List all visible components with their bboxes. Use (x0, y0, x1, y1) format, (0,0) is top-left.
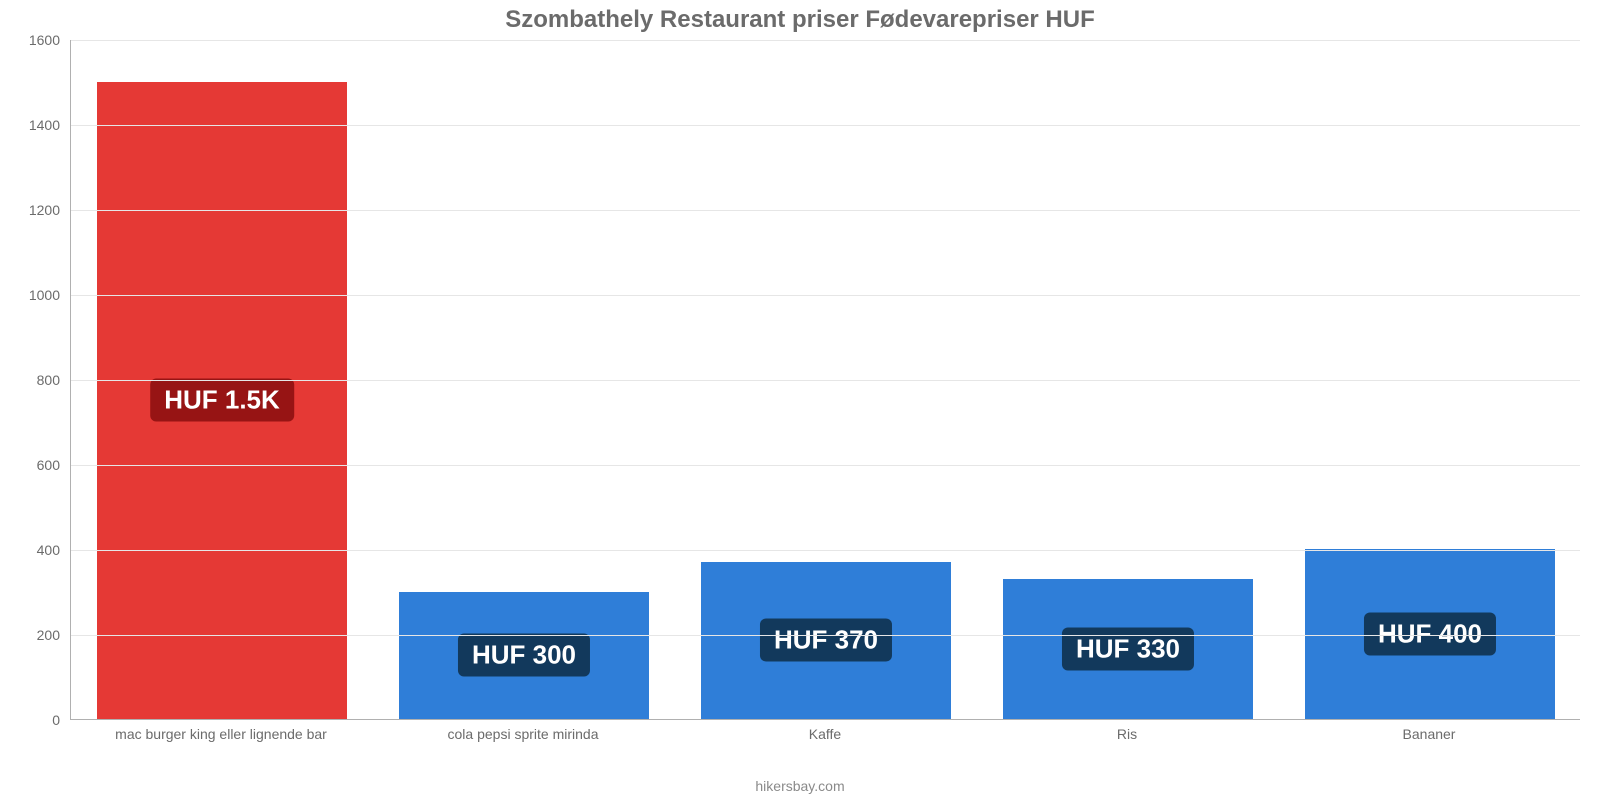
x-tick-label: cola pepsi sprite mirinda (448, 726, 599, 742)
x-tick-label: Ris (1117, 726, 1137, 742)
bar-value-label: HUF 400 (1364, 613, 1496, 656)
y-tick-label: 1600 (5, 32, 60, 48)
bar: HUF 300 (399, 592, 650, 720)
bar-value-label: HUF 330 (1062, 627, 1194, 670)
y-tick-label: 400 (5, 542, 60, 558)
bar: HUF 330 (1003, 579, 1254, 719)
y-tick-label: 200 (5, 627, 60, 643)
y-tick-label: 600 (5, 457, 60, 473)
grid-line (71, 125, 1580, 126)
grid-line (71, 465, 1580, 466)
plot-area: HUF 1.5K HUF 300 HUF 370 HUF 330 HUF 400 (70, 40, 1580, 720)
x-tick-label: Kaffe (809, 726, 841, 742)
grid-line (71, 550, 1580, 551)
bar-value-label: HUF 300 (458, 634, 590, 677)
grid-line (71, 295, 1580, 296)
grid-line (71, 380, 1580, 381)
grid-line (71, 210, 1580, 211)
bar-value-label: HUF 370 (760, 619, 892, 662)
bar: HUF 370 (701, 562, 952, 719)
y-tick-label: 1200 (5, 202, 60, 218)
x-tick-label: Bananer (1403, 726, 1456, 742)
chart-title: Szombathely Restaurant priser Fødevarepr… (0, 6, 1600, 34)
y-tick-label: 1400 (5, 117, 60, 133)
y-tick-label: 800 (5, 372, 60, 388)
x-tick-label: mac burger king eller lignende bar (115, 726, 327, 742)
y-tick-label: 0 (5, 712, 60, 728)
bar: HUF 1.5K (97, 82, 348, 720)
attribution-text: hikersbay.com (0, 778, 1600, 794)
bar: HUF 400 (1305, 549, 1556, 719)
bar-value-label: HUF 1.5K (150, 379, 294, 422)
price-bar-chart: Szombathely Restaurant priser Fødevarepr… (0, 0, 1600, 800)
y-tick-label: 1000 (5, 287, 60, 303)
grid-line (71, 635, 1580, 636)
grid-line (71, 40, 1580, 41)
